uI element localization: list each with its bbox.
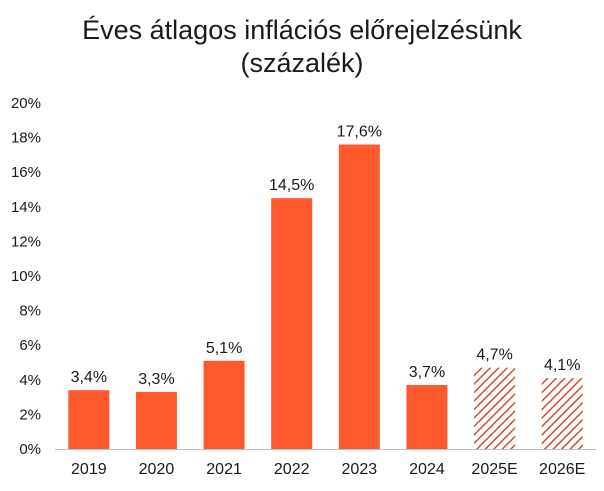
data-label-2021: 5,1% <box>206 340 242 357</box>
bar-2019 <box>68 390 110 449</box>
y-tick-label: 12% <box>11 233 41 250</box>
chart-title-line2: (százalék) <box>240 48 364 78</box>
y-tick-label: 20% <box>11 95 41 112</box>
bar-2023 <box>338 144 380 449</box>
data-label-2025E: 4,7% <box>476 347 512 364</box>
chart-title-line1: Éves átlagos inflációs előrejelzésünk <box>82 15 522 45</box>
x-axis: 2019 2020 2021 2022 2023 2024 2025E 2026E <box>55 449 596 478</box>
y-tick-label: 14% <box>11 199 41 216</box>
y-tick-label: 8% <box>19 303 41 320</box>
data-label-2022: 14,5% <box>269 177 314 194</box>
data-label-2023: 17,6% <box>337 124 382 141</box>
y-tick-label: 4% <box>19 372 41 389</box>
bar-2022 <box>271 198 313 449</box>
x-tick-label-2023: 2023 <box>342 461 378 478</box>
data-label-2020: 3,3% <box>138 371 174 388</box>
x-tick-label-2024: 2024 <box>409 461 445 478</box>
y-tick-label: 6% <box>19 337 41 354</box>
x-tick-label-2025E: 2025E <box>471 461 517 478</box>
x-tick-label-2019: 2019 <box>71 461 107 478</box>
x-tick-label-2022: 2022 <box>274 461 310 478</box>
data-label-2019: 3,4% <box>71 369 107 386</box>
y-tick-label: 2% <box>19 406 41 423</box>
bar-2026E <box>541 378 583 449</box>
y-tick-label: 10% <box>11 268 41 285</box>
bar-2025E <box>474 367 516 449</box>
bar-2020 <box>135 391 177 449</box>
data-label-2024: 3,7% <box>409 364 445 381</box>
data-label-2026E: 4,1% <box>544 357 580 374</box>
bars <box>68 144 583 449</box>
bar-2021 <box>203 360 245 449</box>
y-tick-label: 18% <box>11 130 41 147</box>
y-tick-label: 16% <box>11 164 41 181</box>
x-tick-label-2020: 2020 <box>139 461 175 478</box>
y-axis: 0% 2% 4% 6% 8% 10% 12% 14% 16% 18% 20% <box>11 95 41 458</box>
chart-title: Éves átlagos inflációs előrejelzésünk (s… <box>0 14 604 80</box>
bar-2024 <box>406 384 448 449</box>
data-labels: 3,4% 3,3% 5,1% 14,5% 17,6% 3,7% 4,7% 4,1% <box>71 124 581 388</box>
x-tick-label-2026E: 2026E <box>539 461 585 478</box>
x-tick-label-2021: 2021 <box>206 461 242 478</box>
y-tick-label: 0% <box>19 441 41 458</box>
